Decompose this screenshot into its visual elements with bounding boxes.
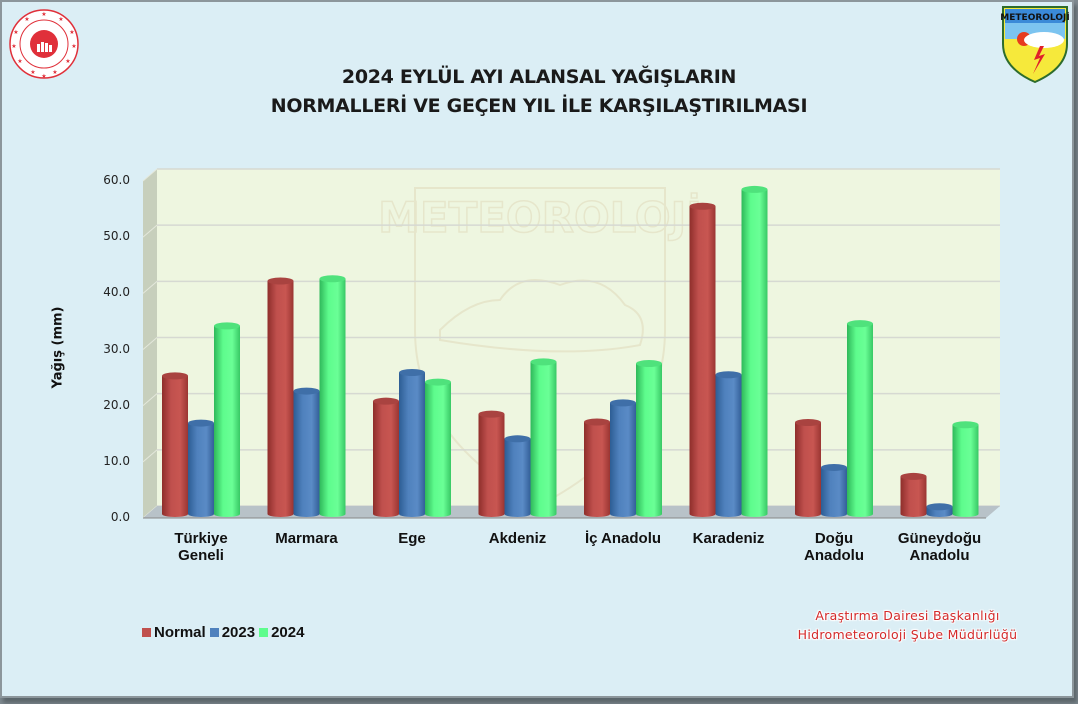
y-tick-label: 30.0 xyxy=(103,341,130,356)
bar-normal xyxy=(373,401,399,514)
bar-2024 xyxy=(636,363,662,514)
bar-2024 xyxy=(319,278,346,514)
legend-label-2023: 2023 xyxy=(221,624,256,641)
bar-2023 xyxy=(504,438,531,514)
svg-text:★: ★ xyxy=(71,43,76,50)
svg-text:METEOROLOJİ: METEOROLOJİ xyxy=(378,192,702,242)
x-tick-label: Ege xyxy=(398,530,426,547)
legend: Normal 2023 2024 xyxy=(142,624,304,641)
bar-2024 xyxy=(741,189,768,515)
svg-text:★: ★ xyxy=(30,69,35,76)
svg-text:★: ★ xyxy=(24,16,29,23)
legend-label-2024: 2024 xyxy=(271,624,305,641)
legend-label-normal: Normal xyxy=(154,624,206,641)
x-tick-label: Güneydoğu Anadolu xyxy=(897,530,982,564)
bar-2023 xyxy=(293,391,320,514)
bar-normal xyxy=(478,414,505,514)
bar-2024 xyxy=(530,361,557,514)
svg-text:METEOROLOJİ: METEOROLOJİ xyxy=(1000,12,1069,23)
svg-text:★: ★ xyxy=(41,73,46,80)
bar-normal xyxy=(900,476,927,514)
x-tick-label: Karadeniz xyxy=(692,530,765,547)
y-tick-label: 10.0 xyxy=(103,453,130,468)
svg-text:★: ★ xyxy=(58,16,63,23)
x-tick-label: İç Anadolu xyxy=(584,530,662,547)
ministry-seal-logo: ★ ★ ★ ★ ★ ★ ★ ★ ★ ★ ★ ★ xyxy=(9,9,79,80)
svg-text:★: ★ xyxy=(11,43,16,50)
legend-swatch-normal xyxy=(142,628,151,637)
meteoroloji-logo: METEOROLOJİ xyxy=(1000,6,1070,84)
bar-normal xyxy=(267,280,294,514)
bar-2023 xyxy=(610,402,636,514)
svg-text:★: ★ xyxy=(17,58,22,65)
bar-2024 xyxy=(425,382,451,514)
legend-swatch-2024 xyxy=(259,628,269,637)
bar-2024 xyxy=(847,323,873,514)
bar-normal xyxy=(162,375,188,514)
x-tick-label: Doğu Anadolu xyxy=(804,530,864,564)
bar-normal xyxy=(795,422,821,514)
y-tick-label: 40.0 xyxy=(103,285,130,300)
bar-2023 xyxy=(715,374,742,514)
bar-normal xyxy=(584,421,610,514)
bars xyxy=(162,185,979,517)
y-axis-label: Yağış (mm) xyxy=(50,306,66,389)
svg-text:★: ★ xyxy=(52,69,57,76)
x-tick-label: Türkiye Geneli xyxy=(174,530,228,564)
svg-text:★: ★ xyxy=(13,29,18,36)
bar-2023 xyxy=(399,372,425,514)
legend-swatch-2023 xyxy=(209,628,219,637)
meteoroloji-watermark: METEOROLOJİ xyxy=(377,187,703,507)
bar-2024 xyxy=(952,424,979,514)
y-tick-label: 60.0 xyxy=(103,173,130,187)
bar-2024 xyxy=(214,325,240,514)
x-tick-label: Akdeniz xyxy=(488,530,547,547)
bar-normal xyxy=(689,206,716,514)
svg-text:★: ★ xyxy=(69,29,74,36)
svg-text:★: ★ xyxy=(65,58,70,65)
chart-title-line2: NORMALLERİ VE GEÇEN YIL İLE KARŞILAŞTIRI… xyxy=(270,95,808,117)
credit-line2: Hidrometeoroloji Şube Müdürlüğü xyxy=(797,627,1018,642)
credit-line1: Araştırma Dairesi Başkanlığı xyxy=(815,608,1000,623)
svg-text:★: ★ xyxy=(41,11,46,18)
x-tick-label: Marmara xyxy=(275,530,338,547)
bar-2023 xyxy=(926,506,953,514)
y-tick-label: 20.0 xyxy=(103,397,130,412)
y-tick-label: 0.0 xyxy=(110,510,130,524)
y-tick-label: 50.0 xyxy=(103,229,130,244)
bar-2023 xyxy=(821,467,847,514)
chart-title-line1: 2024 EYLÜL AYI ALANSAL YAĞIŞLARIN xyxy=(341,66,737,88)
bar-2023 xyxy=(188,423,214,514)
